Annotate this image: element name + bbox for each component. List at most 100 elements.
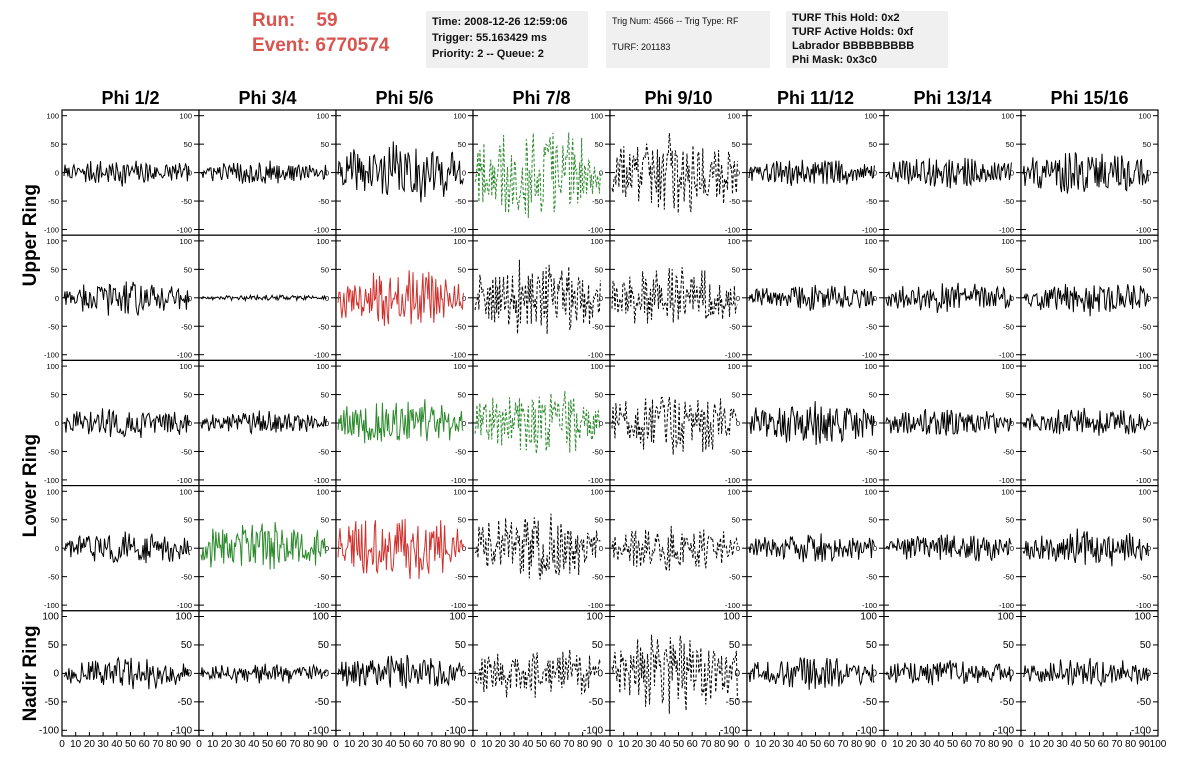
y-tick-label: 50 xyxy=(1006,265,1014,274)
x-tick-label: 20 xyxy=(84,739,96,750)
y-tick-label: -100 xyxy=(994,725,1014,736)
row-group-label: Lower Ring xyxy=(20,434,41,537)
waveform-trace xyxy=(885,282,1012,313)
y-tick-label: -100 xyxy=(309,725,329,736)
y-tick-label: 50 xyxy=(458,140,466,149)
x-tick-label: 40 xyxy=(522,739,534,750)
y-tick-label: 50 xyxy=(732,140,740,149)
y-tick-label: -100 xyxy=(862,476,877,485)
waveform-trace xyxy=(337,399,464,444)
y-tick-label: -100 xyxy=(725,476,740,485)
y-tick-label: 100 xyxy=(175,611,192,622)
y-tick-label: 50 xyxy=(1143,140,1151,149)
y-tick-label: -50 xyxy=(1140,322,1151,331)
y-tick-label: 100 xyxy=(179,362,192,371)
y-tick-label: -50 xyxy=(318,322,329,331)
y-tick-label: 50 xyxy=(458,265,466,274)
x-tick-label: 60 xyxy=(139,739,151,750)
y-tick-label: -100 xyxy=(39,725,59,736)
y-tick-label: 0 xyxy=(736,419,740,428)
y-tick-label: -100 xyxy=(999,476,1014,485)
x-tick-label: 90 xyxy=(1139,739,1151,750)
y-tick-label: -100 xyxy=(588,601,603,610)
x-tick-label: 0 xyxy=(1018,739,1024,750)
y-tick-label: 50 xyxy=(1140,640,1152,651)
y-tick-label: -50 xyxy=(455,322,466,331)
waveform-trace xyxy=(474,259,601,335)
y-tick-label: -100 xyxy=(172,725,192,736)
x-tick-label: 60 xyxy=(961,739,973,750)
y-tick-label: 0 xyxy=(873,169,877,178)
y-tick-label: -50 xyxy=(729,197,740,206)
y-tick-label: -100 xyxy=(314,351,329,360)
y-tick-label: 50 xyxy=(184,391,192,400)
y-tick-label: 50 xyxy=(1006,516,1014,525)
y-tick-label: 50 xyxy=(1143,265,1151,274)
waveform-panel xyxy=(198,359,337,487)
y-tick-label: 50 xyxy=(321,140,329,149)
y-tick-label: -50 xyxy=(1140,447,1151,456)
waveform-trace xyxy=(200,663,327,684)
y-tick-label: 100 xyxy=(46,487,59,496)
y-tick-label: -100 xyxy=(451,226,466,235)
y-tick-label: 0 xyxy=(188,169,192,178)
x-tick-label: 50 xyxy=(673,739,685,750)
x-tick-label: 40 xyxy=(933,739,945,750)
x-tick-label: 70 xyxy=(426,739,438,750)
waveform-trace xyxy=(474,391,601,454)
x-tick-label: 60 xyxy=(413,739,425,750)
x-tick-label: 40 xyxy=(385,739,397,750)
waveform-panel xyxy=(472,109,611,236)
y-tick-label: -50 xyxy=(315,697,330,708)
y-tick-label: 0 xyxy=(325,294,329,303)
y-tick-label: 100 xyxy=(1134,611,1151,622)
y-tick-label: 100 xyxy=(46,237,59,246)
y-tick-label: 0 xyxy=(55,294,59,303)
x-tick-label: 50 xyxy=(536,739,548,750)
x-tick-label: 90 xyxy=(591,739,603,750)
y-tick-label: 50 xyxy=(1006,140,1014,149)
y-tick-label: -50 xyxy=(48,447,59,456)
y-tick-label: 100 xyxy=(864,362,877,371)
y-tick-label: -100 xyxy=(720,725,740,736)
y-tick-label: 100 xyxy=(727,487,740,496)
event-line: Event: 6770574 xyxy=(252,33,389,58)
y-tick-label: 100 xyxy=(997,611,1014,622)
y-tick-label: 100 xyxy=(316,237,329,246)
y-tick-label: 0 xyxy=(736,294,740,303)
y-tick-label: 100 xyxy=(312,611,329,622)
row-group-label: Nadir Ring xyxy=(20,625,41,721)
y-tick-label: -50 xyxy=(1140,197,1151,206)
y-tick-label: 0 xyxy=(325,419,329,428)
y-tick-label: -50 xyxy=(455,573,466,582)
y-tick-label: 100 xyxy=(1138,112,1151,121)
y-tick-label: 100 xyxy=(864,112,877,121)
y-tick-label: -100 xyxy=(1136,476,1151,485)
x-tick-label: 30 xyxy=(509,739,521,750)
waveform-trace xyxy=(63,531,190,564)
x-tick-label: 0 xyxy=(196,739,202,750)
waveform-trace xyxy=(611,267,738,324)
x-tick-label: 80 xyxy=(577,739,589,750)
y-tick-label: -100 xyxy=(314,476,329,485)
waveform-trace xyxy=(1022,658,1149,688)
waveform-trace xyxy=(748,533,875,563)
x-tick-label: 80 xyxy=(166,739,178,750)
column-title: Phi 5/6 xyxy=(375,88,433,108)
y-tick-label: -50 xyxy=(866,447,877,456)
y-tick-label: 0 xyxy=(55,169,59,178)
y-tick-label: -50 xyxy=(1137,697,1152,708)
y-tick-label: 50 xyxy=(732,516,740,525)
x-tick-label: 90 xyxy=(865,739,877,750)
y-tick-label: 0 xyxy=(734,668,740,679)
x-tick-label: 20 xyxy=(632,739,644,750)
y-tick-label: -100 xyxy=(44,351,59,360)
y-tick-label: 0 xyxy=(1147,169,1151,178)
waveform-panel xyxy=(472,485,611,612)
y-tick-label: -50 xyxy=(1000,697,1015,708)
y-tick-label: 50 xyxy=(321,516,329,525)
y-tick-label: 100 xyxy=(179,237,192,246)
x-tick-label: 80 xyxy=(714,739,726,750)
y-tick-label: 0 xyxy=(599,544,603,553)
